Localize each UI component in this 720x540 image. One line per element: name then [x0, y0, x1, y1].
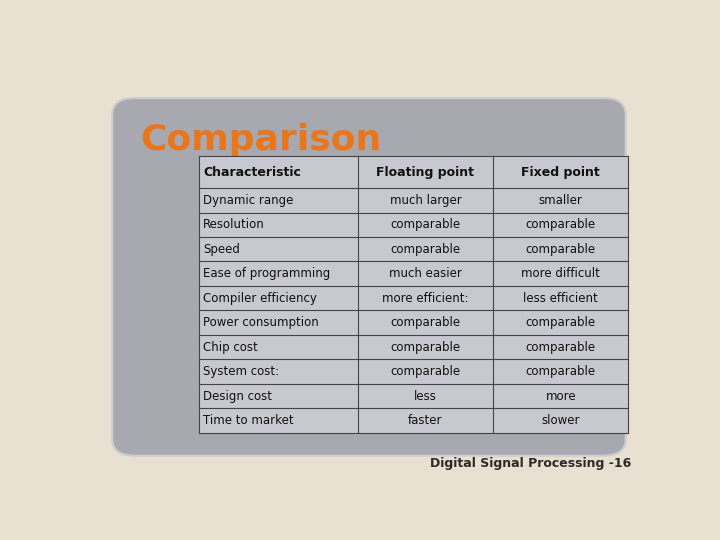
- Text: more efficient:: more efficient:: [382, 292, 469, 305]
- Text: Floating point: Floating point: [377, 166, 474, 179]
- Text: comparable: comparable: [390, 243, 461, 256]
- Text: comparable: comparable: [526, 218, 596, 231]
- Text: Characteristic: Characteristic: [203, 166, 301, 179]
- Text: comparable: comparable: [526, 341, 596, 354]
- Text: slower: slower: [541, 414, 580, 427]
- Text: less efficient: less efficient: [523, 292, 598, 305]
- Text: Digital Signal Processing -16: Digital Signal Processing -16: [430, 457, 631, 470]
- Text: Resolution: Resolution: [203, 218, 265, 231]
- Text: Dynamic range: Dynamic range: [203, 194, 294, 207]
- Text: Ease of programming: Ease of programming: [203, 267, 330, 280]
- Text: faster: faster: [408, 414, 443, 427]
- Text: comparable: comparable: [526, 365, 596, 378]
- Text: Compiler efficiency: Compiler efficiency: [203, 292, 317, 305]
- Text: less: less: [414, 389, 437, 403]
- Text: comparable: comparable: [390, 316, 461, 329]
- Text: much larger: much larger: [390, 194, 462, 207]
- Text: comparable: comparable: [526, 243, 596, 256]
- Text: comparable: comparable: [390, 365, 461, 378]
- Text: comparable: comparable: [390, 341, 461, 354]
- Text: Design cost: Design cost: [203, 389, 272, 403]
- Text: Chip cost: Chip cost: [203, 341, 258, 354]
- Text: Power consumption: Power consumption: [203, 316, 319, 329]
- Text: System cost:: System cost:: [203, 365, 279, 378]
- Text: more difficult: more difficult: [521, 267, 600, 280]
- Text: much easier: much easier: [389, 267, 462, 280]
- Text: smaller: smaller: [539, 194, 582, 207]
- Text: Comparison: Comparison: [140, 123, 382, 157]
- Text: Speed: Speed: [203, 243, 240, 256]
- FancyBboxPatch shape: [199, 156, 629, 433]
- Text: comparable: comparable: [390, 218, 461, 231]
- Text: Fixed point: Fixed point: [521, 166, 600, 179]
- Text: more: more: [546, 389, 576, 403]
- Text: comparable: comparable: [526, 316, 596, 329]
- Text: Time to market: Time to market: [203, 414, 294, 427]
- FancyBboxPatch shape: [112, 98, 626, 456]
